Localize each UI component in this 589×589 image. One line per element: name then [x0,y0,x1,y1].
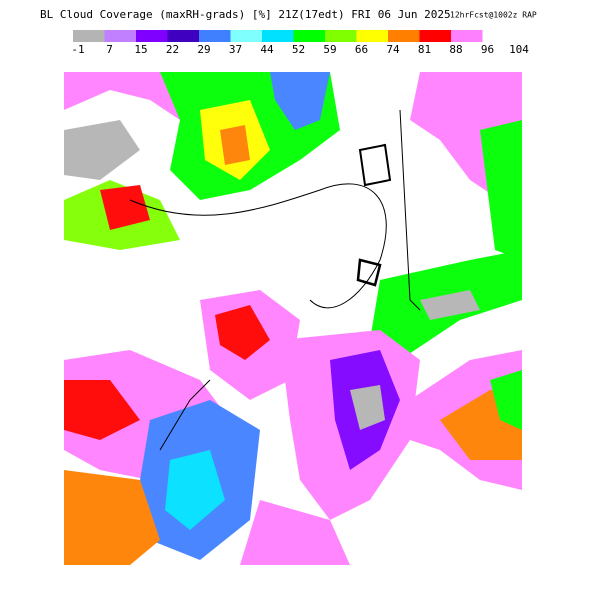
level-label: 59 [323,43,336,56]
color-swatch [104,30,136,42]
color-bar: -1 7 15 22 29 37 44 52 59 66 74 81 88 96 104 [71,30,529,56]
level-label: 7 [106,43,113,56]
level-label: 37 [229,43,242,56]
title: BL Cloud Coverage (maxRH-grads) [%] 21Z(… [40,8,451,21]
level-label: 29 [197,43,210,56]
color-swatch [325,30,357,42]
color-swatch [73,30,105,42]
color-swatch [356,30,388,42]
color-swatch [388,30,420,42]
color-swatch [167,30,199,42]
cloud-field [64,72,522,565]
level-label: 96 [481,43,494,56]
color-swatch [451,30,483,42]
level-label: 44 [260,43,274,56]
color-swatch [230,30,262,42]
level-label: 52 [292,43,305,56]
forecast-label: 12hrFcst@1002z RAP [450,11,537,20]
map [64,72,522,565]
color-swatch [262,30,294,42]
level-label: 81 [418,43,431,56]
color-swatch [293,30,325,42]
level-label: 88 [449,43,462,56]
level-label: 22 [166,43,179,56]
level-label: 104 [509,43,529,56]
contours [129,109,421,451]
level-label: -1 [71,43,84,56]
level-label: 74 [386,43,400,56]
color-swatch [419,30,451,42]
level-label: 66 [355,43,368,56]
color-swatch [136,30,168,42]
color-swatch [199,30,231,42]
level-label: 15 [134,43,147,56]
